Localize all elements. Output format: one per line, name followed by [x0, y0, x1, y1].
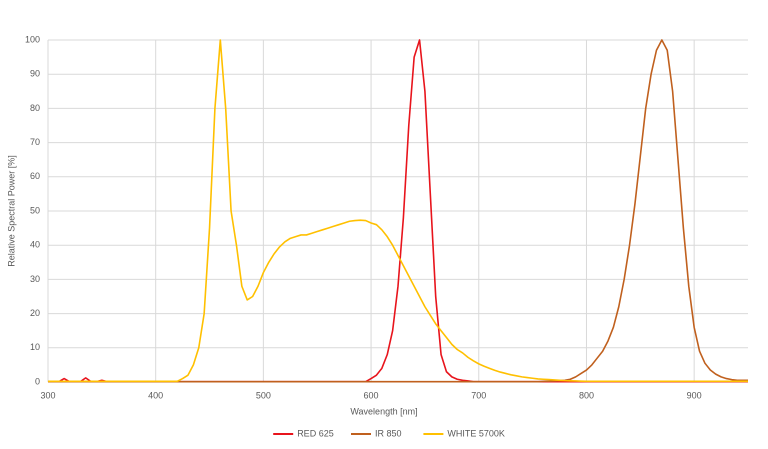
x-tick-label: 900 [687, 390, 702, 400]
y-tick-label: 90 [30, 69, 40, 79]
y-tick-label: 100 [25, 34, 40, 44]
x-tick-label: 600 [364, 390, 379, 400]
y-tick-label: 0 [35, 376, 40, 386]
series-line [48, 39, 748, 383]
legend-label: RED 625 [297, 428, 334, 438]
x-axis-label: Wavelength [nm] [350, 406, 417, 416]
x-tick-label: 500 [256, 390, 271, 400]
y-axis-label: Relative Spectral Power [%] [6, 155, 16, 267]
y-tick-label: 30 [30, 274, 40, 284]
x-tick-label: 700 [471, 390, 486, 400]
y-tick-label: 60 [30, 171, 40, 181]
legend-label: WHITE 5700K [447, 428, 505, 438]
x-tick-label: 800 [579, 390, 594, 400]
y-tick-label: 40 [30, 240, 40, 250]
y-tick-label: 10 [30, 342, 40, 352]
y-tick-label: 70 [30, 137, 40, 147]
x-tick-label: 300 [40, 390, 55, 400]
y-tick-label: 80 [30, 103, 40, 113]
y-tick-label: 20 [30, 308, 40, 318]
y-tick-label: 50 [30, 205, 40, 215]
x-tick-label: 400 [148, 390, 163, 400]
legend-label: IR 850 [375, 428, 402, 438]
